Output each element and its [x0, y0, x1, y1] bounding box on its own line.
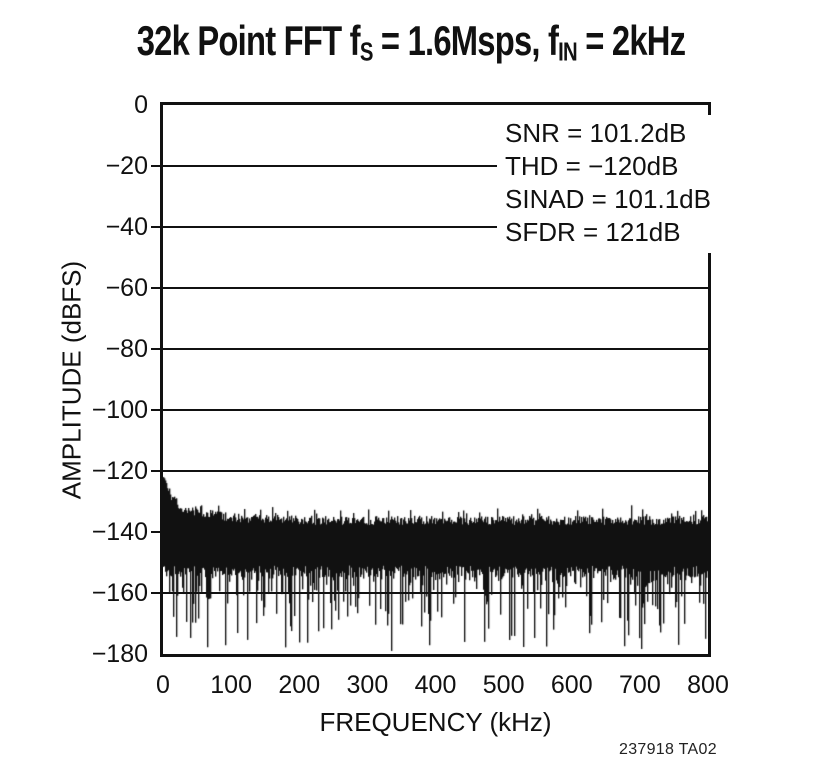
x-tick-label: 300	[346, 671, 389, 699]
y-tick-label: 0	[134, 91, 148, 119]
y-tick-label: −20	[105, 152, 148, 180]
y-tick-label: −60	[105, 274, 148, 302]
title-text: = 2kHz	[576, 17, 686, 64]
document-code: 237918 TA02	[619, 741, 717, 758]
annotation-line: THD = −120dB	[505, 151, 679, 181]
annotation-line: SNR = 101.2dB	[505, 118, 687, 148]
y-tick-mark	[151, 287, 160, 289]
x-tick-label: 700	[619, 671, 661, 699]
x-tick-label: 600	[550, 671, 593, 699]
y-tick-label: −160	[91, 579, 148, 607]
chart-title: 32k Point FFT fS = 1.6Msps, fIN = 2kHz	[90, 16, 731, 77]
x-tick-label: 500	[482, 671, 525, 699]
title-subscript: S	[359, 36, 374, 67]
x-tick-label: 400	[414, 671, 457, 699]
annotation-line: SFDR = 121dB	[505, 217, 681, 247]
y-tick-mark	[151, 226, 160, 228]
y-tick-label: −40	[105, 213, 148, 241]
y-tick-label: −100	[91, 396, 148, 424]
y-tick-mark	[151, 409, 160, 411]
plot-area: SNR = 101.2dB THD = −120dB SINAD = 101.1dB…	[160, 102, 717, 657]
title-subscript: IN	[558, 36, 578, 67]
x-tick-label: 100	[210, 671, 252, 699]
y-tick-label: −180	[91, 640, 148, 668]
measurement-annotations: SNR = 101.2dB THD = −120dB SINAD = 101.1dB…	[497, 115, 717, 253]
x-tick-label: 800	[687, 671, 729, 699]
y-tick-label: −80	[105, 335, 148, 363]
y-tick-label: −120	[91, 457, 148, 485]
x-axis-title: FREQUENCY (kHz)	[319, 707, 552, 737]
annotation-line: SINAD = 101.1dB	[505, 184, 711, 214]
y-tick-label: −140	[91, 518, 148, 546]
title-text: 32k Point FFT f	[136, 17, 361, 64]
y-tick-mark	[151, 165, 160, 167]
x-tick-label: 200	[278, 671, 321, 699]
y-tick-mark	[151, 348, 160, 350]
x-tick-label: 0	[156, 671, 170, 699]
y-tick-mark	[151, 592, 160, 594]
y-tick-mark	[151, 531, 160, 533]
title-text: = 1.6Msps, f	[372, 17, 559, 64]
y-tick-mark	[151, 470, 160, 472]
